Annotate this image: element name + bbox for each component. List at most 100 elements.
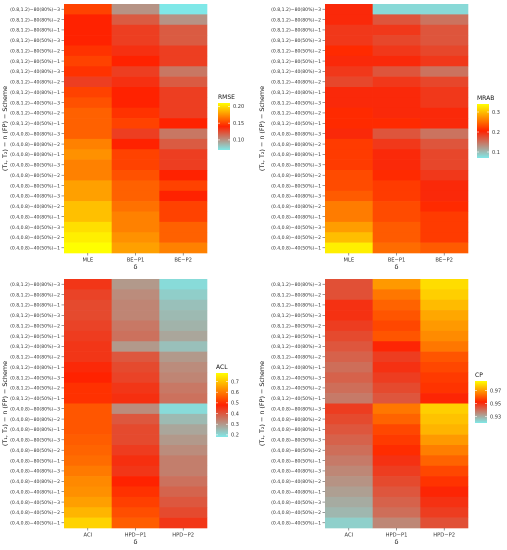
row-tick-label: (0.8,1.2)−40(80%)−3 <box>271 344 321 350</box>
heatmap-tile <box>372 76 421 88</box>
heatmap-tile <box>111 221 160 233</box>
heatmap-tile <box>420 138 469 150</box>
heatmap-tile <box>111 279 160 290</box>
heatmap-tile <box>420 159 469 171</box>
heatmap-tile <box>159 486 208 498</box>
row-tick-label: (0.8,1.2)−40(80%)−2 <box>271 80 321 86</box>
heatmap-tile <box>325 486 373 498</box>
heatmap-tile <box>372 465 421 477</box>
row-tick-label: (0.4,0.8)−40(50%)−2 <box>271 235 321 241</box>
heatmap-tile <box>159 382 208 394</box>
row-tick-label: (0.8,1.2)−80(50%)−2 <box>271 323 321 329</box>
heatmap-tile <box>111 45 160 57</box>
heatmap-tile <box>111 372 160 384</box>
heatmap-tile <box>420 351 469 363</box>
heatmap-tile <box>64 424 112 435</box>
heatmap-tile <box>111 138 160 150</box>
row-tick-label: (0.4,0.8)−40(50%)−1 <box>10 521 60 527</box>
heatmap-tile <box>64 128 112 140</box>
heatmap-panel-3: (0.8,1.2)−80(80%)−3 (0.8,1.2)−80(80%)−2 (0… <box>1 279 239 546</box>
heatmap-tile <box>159 170 208 181</box>
heatmap-tile <box>372 310 421 321</box>
heatmap-tile <box>420 76 469 88</box>
heatmap-tile <box>111 289 160 301</box>
heatmap-tile <box>111 107 160 119</box>
row-tick-label: (0.4,0.8)−40(50%)−2 <box>271 510 321 516</box>
heatmap-tile <box>159 507 208 518</box>
heatmap-tile <box>372 372 421 384</box>
row-tick-label: (0.8,1.2)−40(50%)−2 <box>10 111 60 117</box>
heatmap-tile <box>159 330 208 342</box>
heatmap-tile <box>159 107 208 119</box>
row-tick-label: (0.4,0.8)−80(80%)−3 <box>10 131 60 137</box>
legend-title: MRAB <box>477 95 494 102</box>
row-tick-label: (0.8,1.2)−80(80%)−1 <box>10 28 60 34</box>
heatmap-tile <box>420 4 469 15</box>
heatmap-tile <box>372 35 421 46</box>
heatmap-tile <box>372 170 421 181</box>
heatmap-tile <box>64 507 112 518</box>
heatmap-tile <box>64 445 112 456</box>
heatmap-tile <box>64 403 112 415</box>
row-tick-label: (0.8,1.2)−40(50%)−3 <box>10 375 60 381</box>
row-tick-label: (0.8,1.2)−40(50%)−3 <box>10 100 60 106</box>
legend-tick-label: 0.6 <box>231 390 239 396</box>
heatmap-tile <box>111 486 160 498</box>
column-tick-label: BE−P1 <box>127 258 145 264</box>
heatmap-tile <box>111 170 160 181</box>
row-tick-label: (0.8,1.2)−40(50%)−2 <box>10 386 60 392</box>
row-tick-label: (0.8,1.2)−40(50%)−1 <box>10 396 60 402</box>
row-tick-label: (0.4,0.8)−40(80%)−2 <box>10 479 60 485</box>
heatmap-tile <box>111 242 160 254</box>
heatmap-tile <box>372 107 421 119</box>
heatmap-tile <box>420 128 469 140</box>
row-tick-label: (0.8,1.2)−40(80%)−3 <box>10 344 60 350</box>
row-tick-label: (0.4,0.8)−80(80%)−1 <box>271 152 321 158</box>
heatmap-tile <box>64 393 112 404</box>
row-tick-label: (0.8,1.2)−40(50%)−1 <box>10 121 60 127</box>
row-tick-label: (0.8,1.2)−80(80%)−2 <box>10 17 60 23</box>
heatmap-tile <box>325 320 373 332</box>
row-tick-label: (0.4,0.8)−80(80%)−1 <box>10 427 60 433</box>
heatmap-tile <box>325 476 373 487</box>
heatmap-tile <box>159 299 208 311</box>
heatmap-tile <box>159 310 208 321</box>
heatmap-tile <box>325 382 373 394</box>
heatmap-tile <box>159 393 208 404</box>
legend-tick-label: 0.2 <box>231 433 239 439</box>
row-tick-label: (0.4,0.8)−80(50%)−1 <box>10 458 60 464</box>
heatmap-tile <box>325 330 373 342</box>
row-tick-label: (0.4,0.8)−40(50%)−3 <box>271 500 321 506</box>
heatmap-tile <box>111 496 160 508</box>
row-tick-label: (0.8,1.2)−40(80%)−2 <box>271 355 321 361</box>
row-tick-label: (0.4,0.8)−40(50%)−1 <box>271 246 321 252</box>
heatmap-tile <box>325 289 373 301</box>
heatmap-tile <box>111 299 160 311</box>
heatmap-tile <box>325 55 373 67</box>
heatmap-tile <box>111 4 160 15</box>
heatmap-tile <box>159 351 208 363</box>
heatmap-tile <box>64 107 112 119</box>
heatmap-tile <box>159 97 208 109</box>
heatmap-tile <box>111 159 160 171</box>
heatmap-tile <box>325 190 373 202</box>
row-tick-label: (0.8,1.2)−40(50%)−2 <box>271 386 321 392</box>
column-tick-label: HPD−P1 <box>125 533 147 539</box>
column-tick-label: BE−P2 <box>174 258 192 264</box>
heatmap-tile <box>64 159 112 171</box>
heatmap-tile <box>420 55 469 67</box>
row-tick-label: (0.4,0.8)−40(50%)−3 <box>10 500 60 506</box>
heatmap-tile <box>325 507 373 518</box>
legend-tick-label: 0.1 <box>492 150 500 156</box>
heatmap-tile <box>111 382 160 394</box>
row-tick-label: (0.8,1.2)−40(80%)−1 <box>271 90 321 96</box>
heatmap-tile <box>372 496 421 508</box>
heatmap-tile <box>372 341 421 352</box>
row-tick-label: (0.4,0.8)−80(50%)−2 <box>10 173 60 179</box>
row-tick-label: (0.8,1.2)−40(50%)−1 <box>271 396 321 402</box>
heatmap-tile <box>420 149 469 160</box>
row-tick-label: (0.4,0.8)−80(50%)−1 <box>271 183 321 189</box>
row-tick-label: (0.4,0.8)−40(80%)−2 <box>271 479 321 485</box>
heatmap-tile <box>372 455 421 467</box>
heatmap-tile <box>325 76 373 88</box>
